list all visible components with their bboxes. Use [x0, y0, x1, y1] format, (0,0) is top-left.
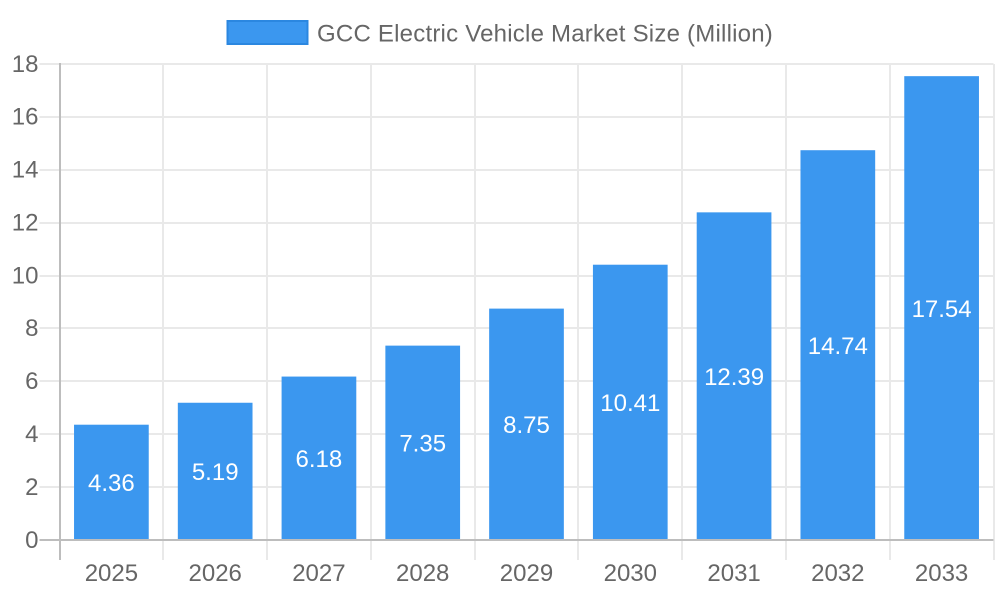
svg-text:2028: 2028 — [396, 560, 449, 587]
svg-text:8: 8 — [25, 315, 38, 342]
svg-text:2: 2 — [25, 474, 38, 501]
svg-text:2026: 2026 — [189, 560, 242, 587]
svg-text:2032: 2032 — [811, 560, 864, 587]
svg-text:10: 10 — [12, 262, 39, 289]
svg-text:2031: 2031 — [707, 560, 760, 587]
svg-text:6: 6 — [25, 368, 38, 395]
svg-text:GCC Electric Vehicle Market Si: GCC Electric Vehicle Market Size (Millio… — [317, 21, 773, 48]
svg-text:14: 14 — [12, 157, 39, 184]
svg-text:5.19: 5.19 — [192, 459, 239, 486]
svg-text:2029: 2029 — [500, 560, 553, 587]
svg-text:4: 4 — [25, 421, 38, 448]
svg-text:18: 18 — [12, 51, 39, 78]
svg-text:2025: 2025 — [85, 560, 138, 587]
svg-text:12: 12 — [12, 210, 39, 237]
svg-text:14.74: 14.74 — [808, 333, 868, 360]
svg-text:2027: 2027 — [292, 560, 345, 587]
svg-text:17.54: 17.54 — [912, 296, 972, 323]
svg-text:16: 16 — [12, 104, 39, 131]
svg-text:4.36: 4.36 — [88, 470, 135, 497]
svg-text:6.18: 6.18 — [296, 446, 343, 473]
svg-text:2030: 2030 — [604, 560, 657, 587]
svg-text:10.41: 10.41 — [600, 390, 660, 417]
svg-text:7.35: 7.35 — [399, 431, 446, 458]
svg-text:0: 0 — [25, 527, 38, 554]
svg-text:8.75: 8.75 — [503, 412, 550, 439]
svg-text:12.39: 12.39 — [704, 364, 764, 391]
svg-text:2033: 2033 — [915, 560, 968, 587]
